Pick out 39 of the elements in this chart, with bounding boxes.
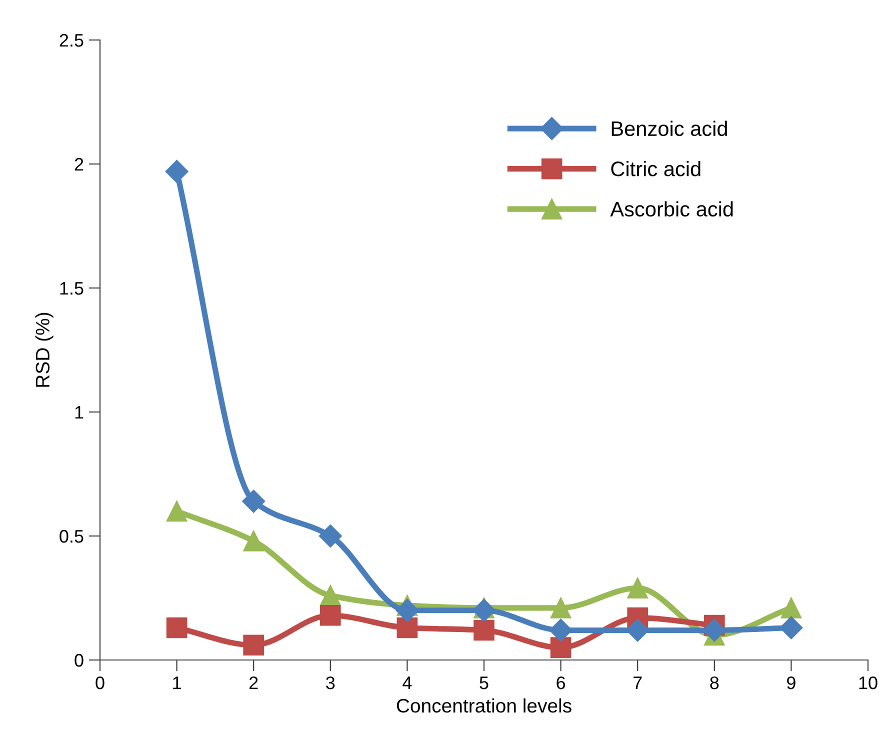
point — [627, 578, 648, 598]
point — [166, 500, 188, 522]
x-tick-label: 9 — [787, 676, 796, 690]
x-tick-label: 10 — [859, 676, 878, 690]
x-axis-title: Concentration levels — [396, 698, 572, 713]
x-tick-label: 5 — [480, 676, 488, 690]
point — [242, 490, 266, 513]
point — [320, 604, 341, 626]
point — [780, 616, 803, 640]
y-tick-label: 2 — [74, 158, 84, 171]
x-tick-label: 6 — [556, 676, 566, 690]
point — [166, 617, 188, 638]
y-tick-label: 0 — [74, 654, 84, 667]
x-tick-label: 1 — [173, 676, 181, 690]
x-tick-label: 8 — [710, 676, 719, 690]
point — [320, 585, 341, 606]
x-tick-label: 3 — [326, 676, 335, 690]
y-tick-label: 0.5 — [60, 530, 84, 543]
point — [780, 598, 802, 618]
point — [396, 617, 418, 638]
x-tick-label: 7 — [634, 676, 642, 690]
y-axis-title: RSD (%) — [35, 312, 54, 387]
y-tick-label: 1.5 — [60, 282, 84, 295]
point — [243, 530, 264, 552]
x-tick-label: 4 — [402, 676, 412, 690]
point — [474, 620, 494, 641]
x-tick-label: 0 — [96, 676, 104, 690]
point — [318, 524, 342, 548]
point — [550, 637, 572, 658]
legend-label: Benzoic acid — [612, 120, 727, 136]
point — [243, 634, 264, 656]
y-tick-label: 2.5 — [60, 34, 84, 47]
x-tick-label: 2 — [249, 676, 258, 690]
legend-label: Citric acid — [611, 161, 700, 176]
point — [472, 598, 496, 622]
point — [550, 598, 572, 618]
y-tick-label: 1 — [75, 406, 84, 419]
point — [165, 160, 188, 183]
legend-label: Ascorbic acid — [610, 201, 733, 217]
